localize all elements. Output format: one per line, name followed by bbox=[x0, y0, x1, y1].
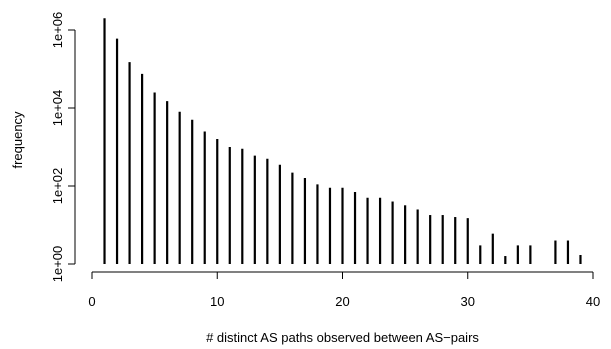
y-axis-title: frequency bbox=[10, 111, 25, 169]
x-axis-title: # distinct AS paths observed between AS−… bbox=[206, 330, 479, 345]
x-tick-label: 0 bbox=[88, 294, 95, 309]
y-tick-label: 1e+04 bbox=[50, 90, 65, 127]
y-tick-label: 1e+02 bbox=[50, 168, 65, 205]
y-tick-label: 1e+00 bbox=[50, 246, 65, 283]
bars bbox=[103, 18, 582, 264]
y-axis: 1e+00 1e+02 1e+04 1e+06 frequency bbox=[10, 12, 76, 283]
x-tick-label: 30 bbox=[461, 294, 475, 309]
x-axis: 0 10 20 30 40 # distinct AS paths observed b… bbox=[88, 271, 600, 345]
x-tick-label: 10 bbox=[210, 294, 224, 309]
x-tick-label: 20 bbox=[335, 294, 349, 309]
x-tick-label: 40 bbox=[586, 294, 600, 309]
y-tick-label: 1e+06 bbox=[50, 12, 65, 49]
